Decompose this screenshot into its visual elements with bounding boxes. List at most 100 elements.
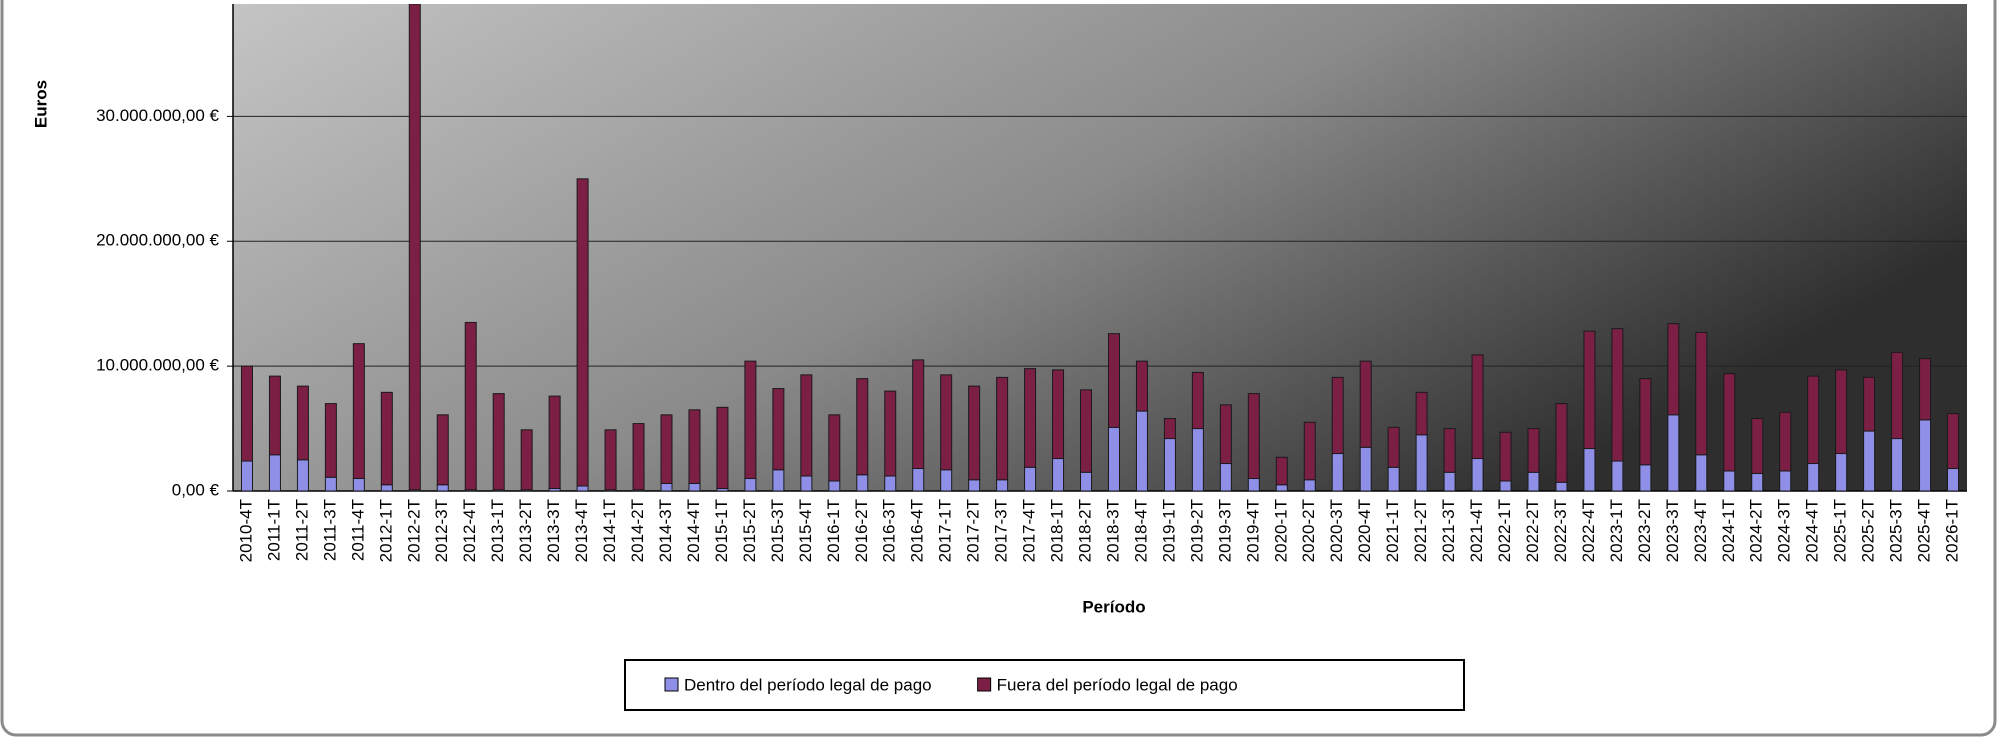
bar-segment — [716, 406, 729, 490]
x-tick-label: 2015-2T — [740, 499, 759, 562]
y-tick-label: 10.000.000,00 € — [96, 356, 219, 375]
x-tick-label: 2022-3T — [1551, 499, 1570, 562]
bar-segment — [660, 483, 673, 492]
x-tick-label: 2012-2T — [404, 499, 423, 562]
x-tick-label: 2025-3T — [1887, 499, 1906, 562]
bar-segment — [1024, 466, 1037, 492]
bar-segment — [940, 469, 953, 492]
bar-segment — [884, 390, 897, 477]
bar-segment — [856, 474, 869, 492]
bar-segment — [1387, 466, 1400, 492]
bar-segment — [1443, 428, 1456, 473]
bar-segment — [1779, 411, 1792, 472]
y-axis-title: Euros — [31, 80, 50, 128]
x-tick-label: 2011-1T — [264, 499, 283, 561]
bar-segment — [884, 475, 897, 492]
bar-segment — [604, 429, 617, 491]
bar-segment — [1919, 358, 1932, 421]
x-tick-label: 2018-3T — [1103, 499, 1122, 562]
x-tick-label: 2018-2T — [1076, 499, 1095, 562]
bar-segment — [1751, 418, 1764, 475]
bar-segment — [1135, 410, 1148, 492]
bar-segment — [1947, 468, 1960, 492]
x-tick-label: 2016-2T — [852, 499, 871, 562]
x-tick-label: 2024-3T — [1775, 499, 1794, 562]
bar-segment — [1331, 376, 1344, 455]
bar-segment — [1583, 448, 1596, 492]
x-tick-label: 2023-1T — [1607, 499, 1626, 562]
x-tick-label: 2017-2T — [964, 499, 983, 562]
bar-segment — [1275, 456, 1288, 486]
bar-segment — [408, 3, 421, 491]
bar-segment — [1219, 404, 1232, 465]
x-tick-label: 2011-4T — [348, 499, 367, 561]
x-tick-label: 2025-4T — [1915, 499, 1934, 562]
bar-segment — [1555, 403, 1568, 483]
bar-segment — [1779, 470, 1792, 492]
x-tick-label: 2025-1T — [1831, 499, 1850, 562]
bar-segment — [1443, 471, 1456, 492]
x-tick-label: 2015-4T — [796, 499, 815, 562]
bar-segment — [1107, 333, 1120, 428]
x-tick-label: 2017-3T — [992, 499, 1011, 562]
x-tick-label: 2015-3T — [768, 499, 787, 562]
bar-segment — [1471, 458, 1484, 492]
x-tick-label: 2024-1T — [1719, 499, 1738, 562]
x-tick-label: 2016-4T — [908, 499, 927, 562]
bar-segment — [1331, 453, 1344, 492]
x-tick-label: 2021-2T — [1411, 499, 1430, 562]
x-tick-label: 2017-4T — [1020, 499, 1039, 562]
x-tick-label: 2025-2T — [1859, 499, 1878, 562]
bar-segment — [296, 459, 309, 492]
bar-segment — [576, 485, 589, 492]
bar-segment — [1303, 421, 1316, 481]
bar-segment — [380, 391, 393, 486]
bar-segment — [380, 484, 393, 492]
bar-segment — [1191, 371, 1204, 430]
bar-segment — [1555, 481, 1568, 492]
bar-segment — [1359, 446, 1372, 492]
x-tick-label: 2022-2T — [1523, 499, 1542, 562]
bar-segment — [1807, 375, 1820, 465]
bar-segment — [464, 321, 477, 491]
bar-segment — [1247, 478, 1260, 492]
bar-segment — [352, 343, 365, 480]
bar-segment — [352, 478, 365, 492]
bar-segment — [940, 374, 953, 471]
legend-label: Dentro del período legal de pago — [684, 675, 932, 694]
x-tick-label: 2022-4T — [1579, 499, 1598, 562]
bar-segment — [1947, 413, 1960, 470]
bar-segment — [1611, 328, 1624, 462]
x-tick-label: 2012-3T — [432, 499, 451, 562]
x-tick-label: 2018-1T — [1048, 499, 1067, 562]
x-tick-label: 2013-2T — [516, 499, 535, 562]
x-tick-label: 2011-3T — [320, 499, 339, 561]
x-tick-label: 2014-1T — [600, 499, 619, 562]
bar-segment — [800, 374, 813, 477]
bar-segment — [1639, 378, 1652, 466]
x-tick-label: 2023-2T — [1635, 499, 1654, 562]
x-tick-label: 2022-1T — [1495, 499, 1514, 562]
bar-segment — [1919, 419, 1932, 492]
bar-segment — [548, 395, 561, 490]
x-tick-label: 2024-4T — [1803, 499, 1822, 562]
x-tick-label: 2011-2T — [292, 499, 311, 561]
x-tick-label: 2026-1T — [1943, 499, 1962, 562]
bar-segment — [1219, 463, 1232, 492]
x-tick-label: 2016-1T — [824, 499, 843, 562]
bar-segment — [1723, 470, 1736, 492]
bar-segment — [772, 388, 785, 471]
x-tick-label: 2016-3T — [880, 499, 899, 562]
bar-segment — [912, 359, 925, 470]
bar-segment — [1080, 471, 1093, 492]
bar-segment — [1163, 438, 1176, 492]
bar-segment — [996, 479, 1009, 492]
x-tick-label: 2020-2T — [1299, 499, 1318, 562]
x-tick-label: 2020-1T — [1271, 499, 1290, 562]
x-tick-label: 2019-4T — [1243, 499, 1262, 562]
x-tick-label: 2019-1T — [1159, 499, 1178, 562]
bar-segment — [1807, 463, 1820, 492]
x-axis-title: Período — [1082, 597, 1145, 616]
x-tick-label: 2010-4T — [236, 499, 255, 562]
